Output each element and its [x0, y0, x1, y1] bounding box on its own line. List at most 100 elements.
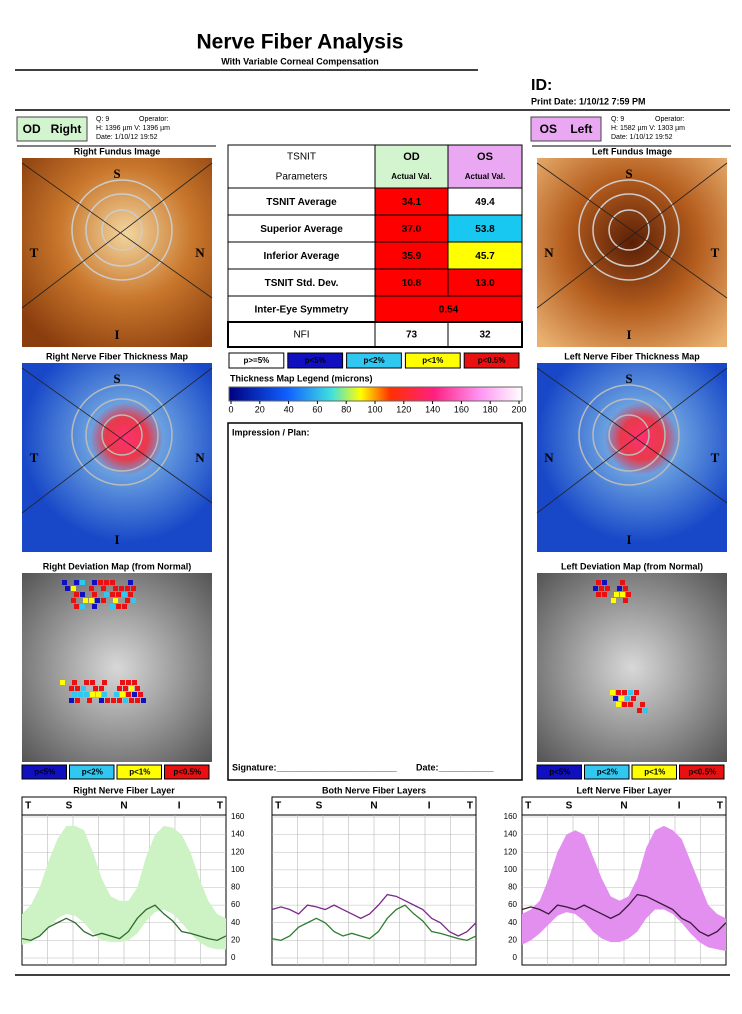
x-category: T: [25, 801, 31, 812]
legend-box: [584, 764, 630, 780]
deviation-cell: [602, 592, 607, 597]
deviation-cell: [135, 686, 140, 691]
x-category: S: [566, 801, 573, 812]
x-category: N: [370, 801, 377, 812]
deviation-cell: [69, 698, 74, 703]
legend-label: p<5%: [34, 768, 55, 777]
deviation-cell: [602, 580, 607, 585]
y-tick-label: 100: [231, 865, 245, 874]
deviation-cell: [83, 598, 88, 603]
value-text: 0.54: [439, 305, 459, 316]
deviation-cell: [623, 598, 628, 603]
deviation-cell: [116, 604, 121, 609]
series-line: [271, 904, 477, 942]
deviation-cell: [71, 598, 76, 603]
ring: [71, 179, 173, 281]
image-title: Left Nerve Fiber Thickness Map: [564, 351, 700, 361]
legend-tick-label: 100: [367, 404, 382, 414]
legend-title: Thickness Map Legend (microns): [230, 373, 373, 383]
normal-band: [22, 825, 226, 950]
deviation-cell: [637, 708, 642, 713]
deviation-cell: [99, 698, 104, 703]
x-category: T: [217, 801, 223, 812]
deviation-cell: [111, 698, 116, 703]
left-deviation-image: [537, 573, 727, 762]
orientation-label: N: [195, 245, 205, 260]
image-title: Right Nerve Fiber Thickness Map: [46, 351, 189, 361]
x-category: N: [620, 801, 627, 812]
orientation-label: N: [195, 450, 205, 465]
deviation-cell: [593, 586, 598, 591]
deviation-cell: [99, 686, 104, 691]
deviation-cell: [80, 604, 85, 609]
series-line: [271, 893, 477, 937]
x-category: S: [316, 801, 323, 812]
deviation-cell: [634, 690, 639, 695]
deviation-cell: [110, 604, 115, 609]
deviation-cell: [129, 698, 134, 703]
deviation-cell: [643, 708, 648, 713]
signature-date: Date:___________: [416, 762, 495, 772]
cell: [447, 187, 523, 216]
od-size: H: 1396 µm V: 1396 µm: [96, 125, 170, 132]
legend-tick-label: 40: [284, 404, 294, 414]
deviation-cell: [631, 696, 636, 701]
left-thickness-image: [537, 363, 727, 552]
deviation-cell: [80, 592, 85, 597]
legend-label: p<2%: [82, 768, 103, 777]
chart-title: Left Nerve Fiber Layer: [576, 785, 672, 795]
legend-tick-label: 180: [483, 404, 498, 414]
cell: [447, 268, 523, 297]
parameter-text: Inferior Average: [264, 251, 340, 262]
deviation-cell: [72, 692, 77, 697]
legend-tick-label: 60: [312, 404, 322, 414]
deviation-cell: [92, 604, 97, 609]
legend-tick-label: 200: [511, 404, 526, 414]
deviation-cell: [80, 580, 85, 585]
deviation-cell: [72, 680, 77, 685]
parameter-text: TSNIT Average: [266, 197, 337, 208]
legend-label: p<0.5%: [688, 768, 716, 777]
os-size: H: 1582 µm V: 1303 µm: [611, 125, 685, 132]
deviation-cell: [93, 686, 98, 691]
deviation-cell: [613, 696, 618, 701]
deviation-cell: [101, 586, 106, 591]
subheader-text: Parameters: [276, 172, 328, 183]
subheader-text: Actual Val.: [391, 172, 431, 181]
x-category: T: [525, 801, 531, 812]
deviation-cell: [113, 598, 118, 603]
nfi-text: 73: [406, 330, 418, 341]
value-text: 35.9: [402, 251, 422, 262]
deviation-cell: [69, 686, 74, 691]
deviation-cell: [128, 580, 133, 585]
deviation-cell: [104, 592, 109, 597]
value-text: 49.4: [475, 197, 495, 208]
deviation-cell: [596, 592, 601, 597]
deviation-cell: [90, 680, 95, 685]
parameter-text: Superior Average: [260, 224, 343, 235]
orientation-label: N: [544, 450, 554, 465]
y-tick-label: 40: [508, 918, 517, 927]
sector-line: [21, 367, 213, 504]
cell: [374, 295, 523, 323]
legend-label: p<5%: [305, 356, 326, 365]
legend-box: [463, 352, 520, 369]
print-date: Print Date: 1/10/12 7:59 PM: [531, 96, 646, 106]
cell: [227, 295, 376, 323]
y-tick-label: 80: [231, 883, 240, 892]
header-text: OD: [403, 151, 420, 163]
title: Nerve Fiber Analysis: [197, 31, 404, 54]
legend-tick-label: 140: [425, 404, 440, 414]
od-operator: Operator:: [139, 116, 169, 123]
os-badge: [530, 116, 602, 142]
y-tick-label: 160: [231, 812, 245, 821]
ring: [592, 398, 666, 472]
deviation-cell: [132, 692, 137, 697]
deviation-cell: [74, 580, 79, 585]
deviation-cell: [96, 692, 101, 697]
deviation-cell: [123, 686, 128, 691]
deviation-cell: [596, 580, 601, 585]
y-tick-label: 60: [508, 900, 517, 909]
